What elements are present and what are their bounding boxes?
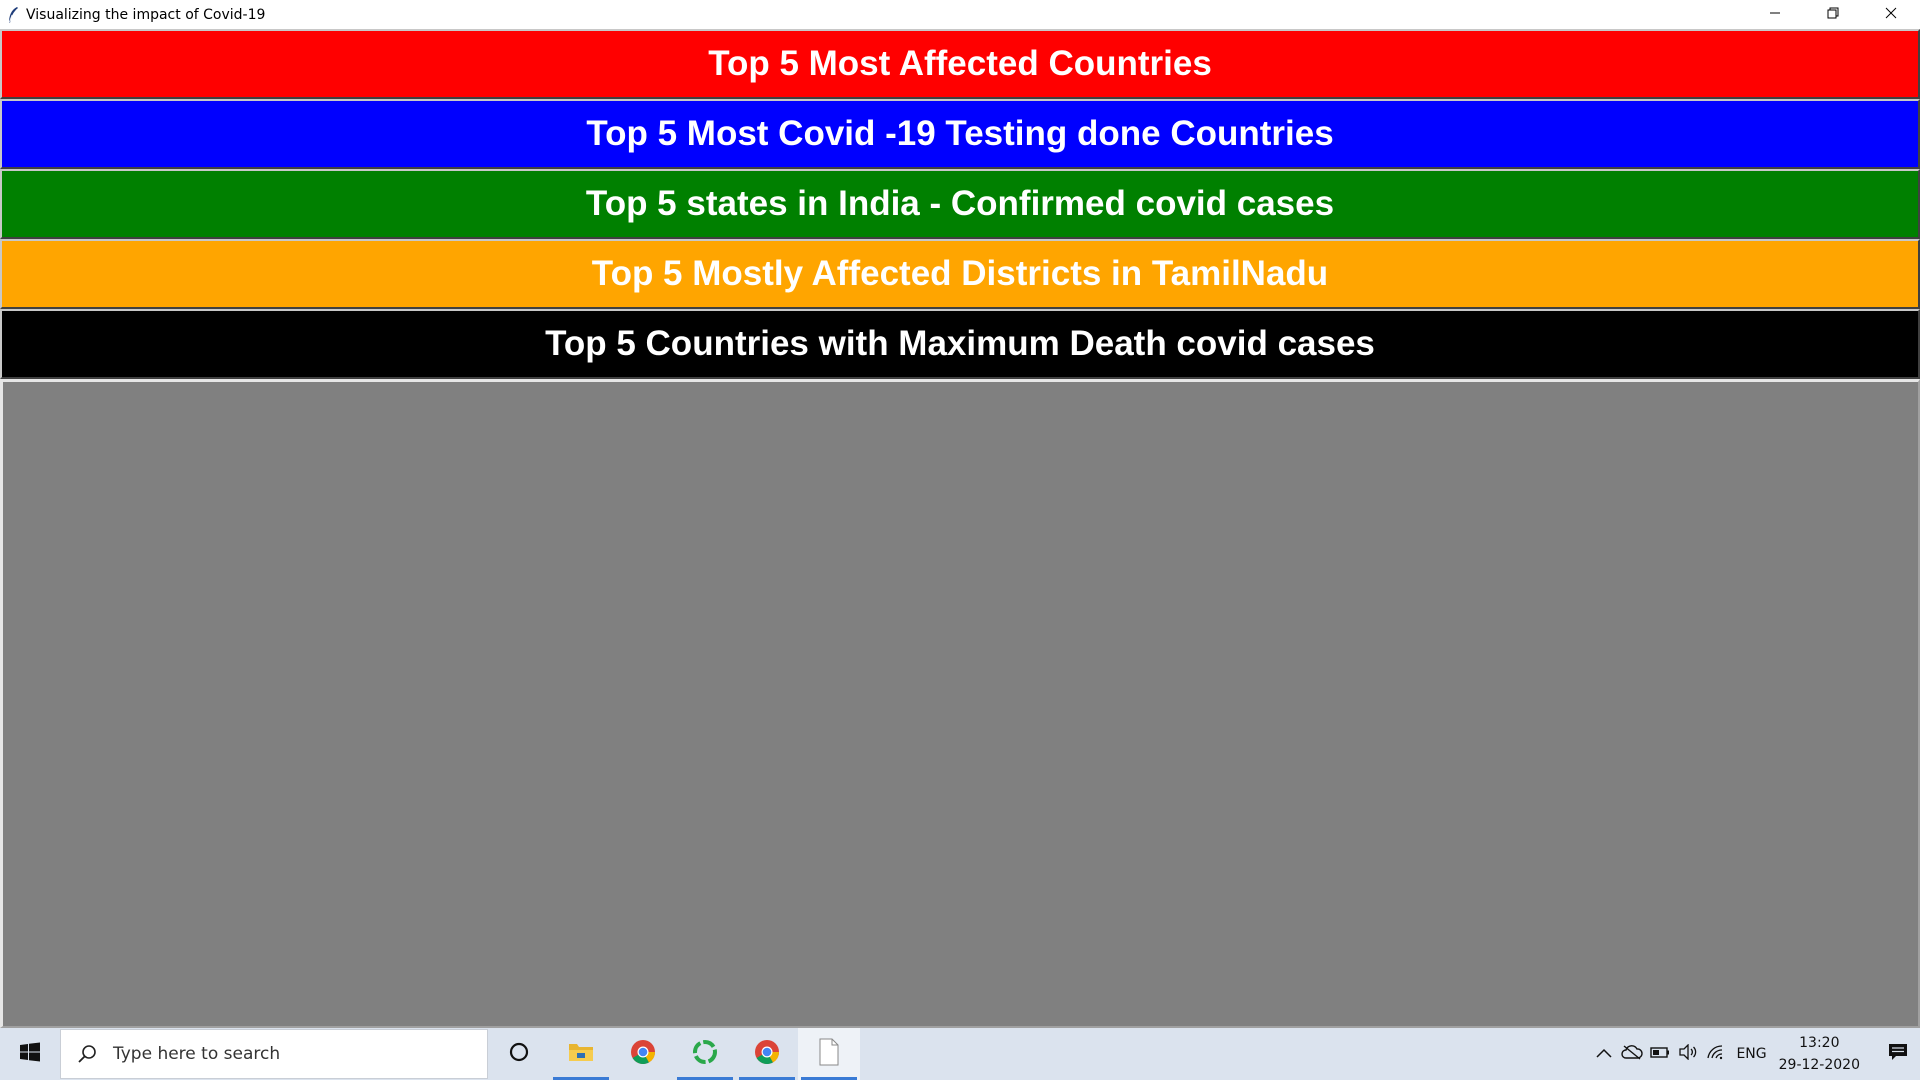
system-tray: ENG 13:20 29-12-2020 [1590,1028,1920,1080]
clock-time: 13:20 [1799,1035,1840,1051]
network-tray-button[interactable] [1702,1028,1730,1080]
show-hidden-icons-button[interactable] [1590,1028,1618,1080]
chevron-up-icon [1596,1045,1612,1063]
search-placeholder: Type here to search [113,1044,281,1064]
chrome-button[interactable] [612,1028,674,1080]
file-explorer-icon [567,1040,595,1069]
close-icon [1885,6,1897,24]
chart-menu: Top 5 Most Affected Countries Top 5 Most… [0,29,1920,379]
battery-tray-button[interactable] [1646,1028,1674,1080]
title-bar: Visualizing the impact of Covid-19 [0,0,1920,29]
document-icon [818,1038,840,1071]
most-affected-countries-button[interactable]: Top 5 Most Affected Countries [0,29,1920,99]
chrome-icon [629,1038,657,1071]
minimize-button[interactable] [1746,0,1804,29]
speaker-icon [1678,1042,1698,1065]
file-explorer-button[interactable] [550,1028,612,1080]
clock[interactable]: 13:20 29-12-2020 [1779,1032,1860,1076]
chrome-icon [753,1038,781,1071]
document-app-button[interactable] [798,1028,860,1080]
restore-button[interactable] [1804,0,1862,29]
tamilnadu-districts-button[interactable]: Top 5 Mostly Affected Districts in Tamil… [0,239,1920,309]
start-button[interactable] [0,1028,60,1080]
most-testing-countries-button[interactable]: Top 5 Most Covid -19 Testing done Countr… [0,99,1920,169]
input-language[interactable]: ENG [1736,1046,1767,1062]
volume-tray-button[interactable] [1674,1028,1702,1080]
window-controls [1746,0,1920,29]
search-icon [75,1042,99,1066]
battery-icon [1649,1045,1671,1064]
close-button[interactable] [1862,0,1920,29]
feather-icon [7,5,21,25]
onedrive-icon [1621,1044,1644,1065]
taskbar-search[interactable]: Type here to search [60,1029,488,1079]
action-center-button[interactable] [1876,1028,1920,1080]
windows-logo-icon [20,1042,40,1067]
chrome-window-button[interactable] [736,1028,798,1080]
cortana-icon [508,1041,530,1068]
wifi-icon [1706,1044,1726,1065]
india-states-confirmed-button[interactable]: Top 5 states in India - Confirmed covid … [0,169,1920,239]
restore-icon [1827,6,1839,24]
onedrive-tray-button[interactable] [1618,1028,1646,1080]
taskbar: Type here to search [0,1028,1920,1080]
running-app-button[interactable] [674,1028,736,1080]
max-death-countries-button[interactable]: Top 5 Countries with Maximum Death covid… [0,309,1920,379]
loading-app-icon [691,1038,719,1071]
clock-date: 29-12-2020 [1778,1057,1860,1073]
notification-icon [1888,1043,1908,1066]
window-title: Visualizing the impact of Covid-19 [26,6,266,23]
chart-canvas [0,379,1920,1028]
cortana-button[interactable] [488,1028,550,1080]
minimize-icon [1769,6,1781,24]
